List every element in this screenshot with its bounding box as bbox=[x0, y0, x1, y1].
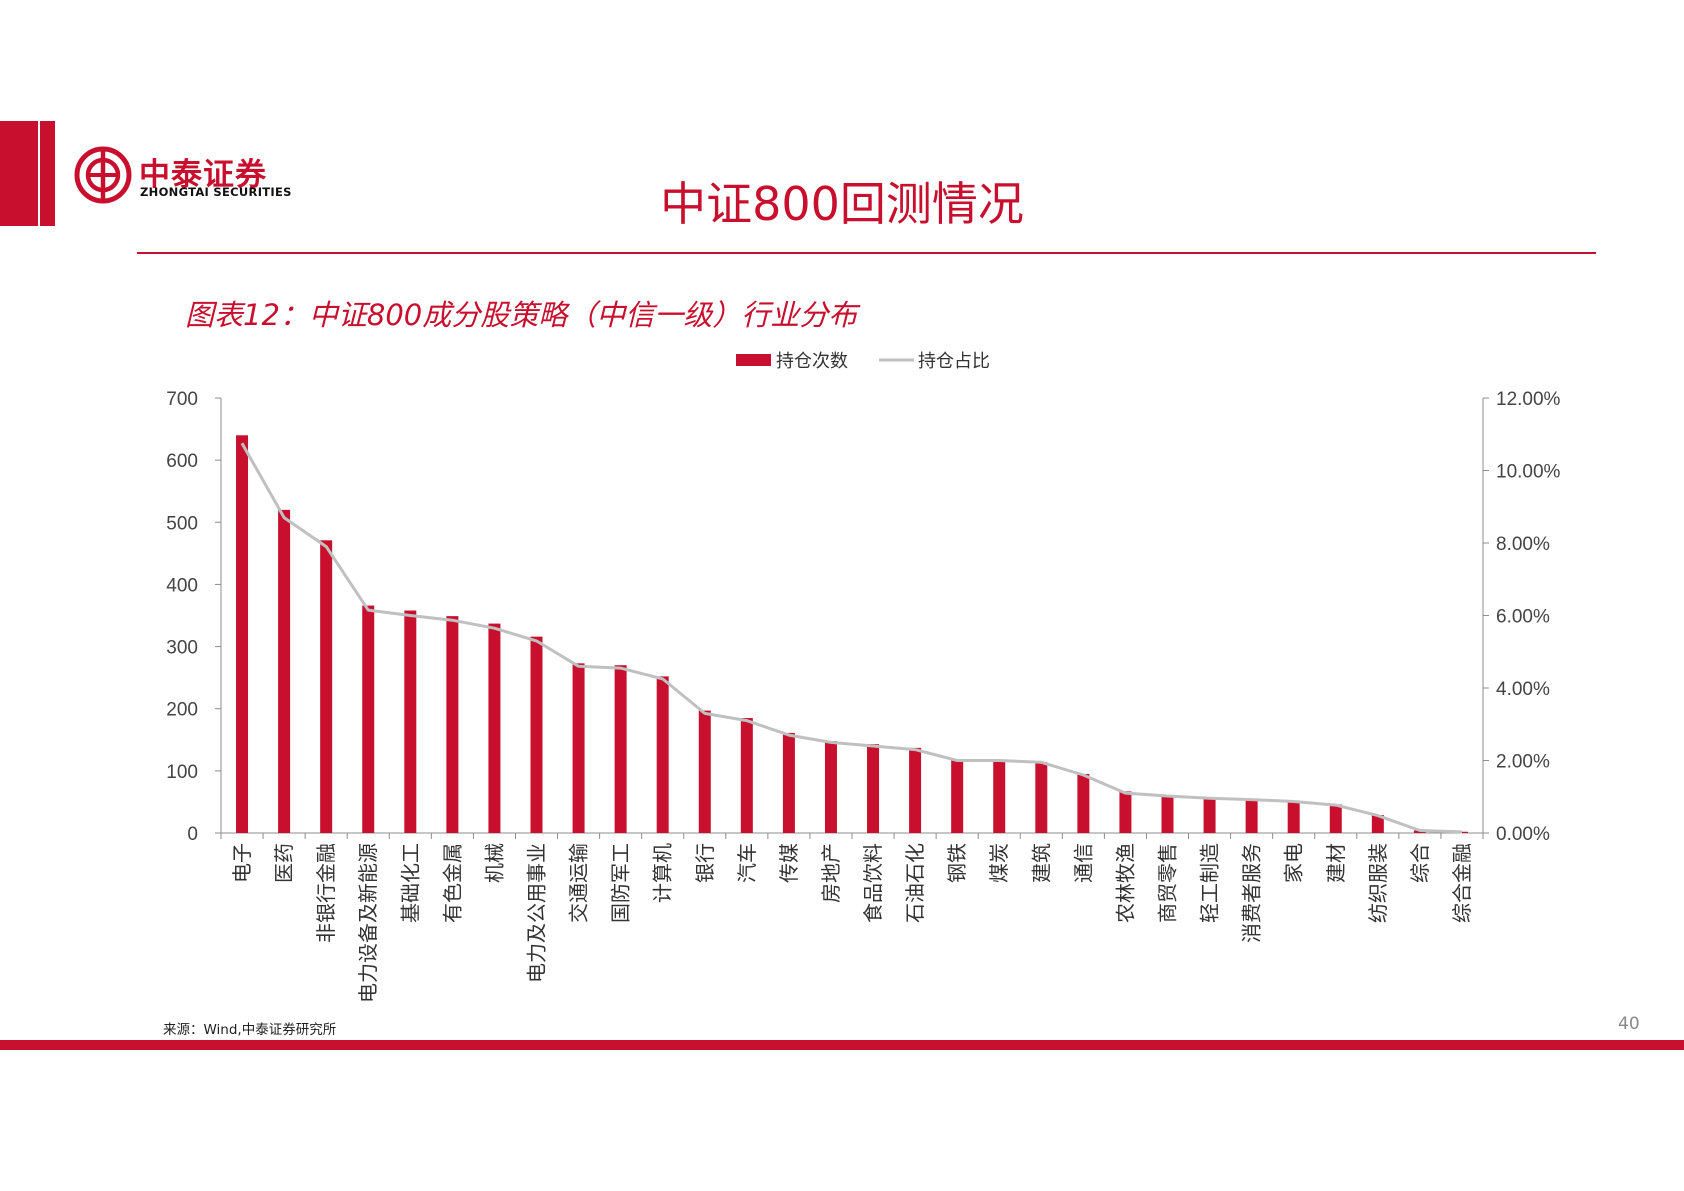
page-title: 中证800回测情况 bbox=[660, 177, 1024, 231]
category-label: 电力及公用事业 bbox=[525, 843, 549, 983]
category-label: 有色金属 bbox=[440, 843, 464, 923]
category-label: 综合金融 bbox=[1450, 843, 1474, 923]
category-label: 电子 bbox=[230, 843, 254, 883]
bar-轻工制造 bbox=[1203, 797, 1216, 833]
category-label: 非银行金融 bbox=[314, 843, 338, 943]
bar-机械 bbox=[488, 623, 501, 833]
bar-家电 bbox=[1287, 800, 1300, 833]
category-label: 消费者服务 bbox=[1240, 843, 1264, 943]
bar-基础化工 bbox=[404, 610, 417, 833]
right-axis-tick-label: 0.00% bbox=[1496, 824, 1550, 845]
footer-bar bbox=[0, 1040, 1684, 1050]
category-label: 钢铁 bbox=[945, 843, 969, 883]
category-label: 交通运输 bbox=[567, 843, 591, 923]
right-axis-tick-label: 2.00% bbox=[1496, 752, 1550, 773]
industry-distribution-chart: 0 100 200 300 400 500 600 700 0.00% 2.00% 4.00% 6.0… bbox=[166, 351, 1561, 1003]
category-label: 国防军工 bbox=[609, 843, 633, 923]
category-label: 石油石化 bbox=[903, 843, 927, 923]
bar-商贸零售 bbox=[1161, 795, 1174, 833]
logo-english-name: ZHONGTAI SECURITIES bbox=[140, 185, 292, 199]
bar-传媒 bbox=[782, 732, 795, 833]
left-axis-tick-label: 400 bbox=[166, 575, 198, 596]
bar-建筑 bbox=[1035, 762, 1048, 833]
right-axis-tick-label: 6.00% bbox=[1496, 607, 1550, 628]
company-logo: 中泰证券 ZHONGTAI SECURITIES bbox=[73, 145, 303, 205]
category-label: 银行 bbox=[693, 843, 717, 883]
bar-电子 bbox=[236, 435, 249, 833]
left-axis-tick-label: 200 bbox=[166, 700, 198, 721]
bar-钢铁 bbox=[951, 759, 964, 833]
bar-非银行金融 bbox=[320, 540, 333, 833]
category-label: 家电 bbox=[1282, 843, 1306, 883]
right-axis-tick-label: 12.00% bbox=[1496, 389, 1561, 410]
category-label: 机械 bbox=[482, 843, 506, 883]
bar-汽车 bbox=[740, 718, 753, 833]
legend-label-line: 持仓占比 bbox=[918, 351, 990, 372]
category-label: 房地产 bbox=[819, 843, 843, 903]
bar-农林牧渔 bbox=[1119, 791, 1132, 833]
category-label: 食品饮料 bbox=[861, 843, 885, 923]
header-accent-divider bbox=[38, 121, 40, 226]
title-divider bbox=[137, 252, 1596, 254]
bar-银行 bbox=[698, 710, 711, 833]
bar-通信 bbox=[1077, 773, 1090, 833]
figure-title: 图表12：中证800成分股策略（中信一级）行业分布 bbox=[185, 298, 858, 332]
bar-医药 bbox=[278, 509, 291, 833]
right-axis-tick-label: 10.00% bbox=[1496, 462, 1561, 483]
bar-建材 bbox=[1329, 804, 1342, 833]
bar-交通运输 bbox=[572, 663, 585, 833]
left-axis-tick-label: 0 bbox=[187, 824, 198, 845]
bar-食品饮料 bbox=[867, 744, 880, 833]
category-label: 基础化工 bbox=[398, 843, 422, 923]
source-note: 来源：Wind,中泰证券研究所 bbox=[163, 1022, 337, 1038]
bar-计算机 bbox=[656, 676, 669, 833]
bar-石油石化 bbox=[909, 747, 922, 833]
left-axis-tick-label: 300 bbox=[166, 638, 198, 659]
bar-电力及公用事业 bbox=[530, 636, 543, 833]
left-axis-tick-label: 600 bbox=[166, 451, 198, 472]
category-label: 建筑 bbox=[1029, 843, 1053, 883]
left-axis-tick-label: 500 bbox=[166, 513, 198, 534]
bar-房地产 bbox=[824, 741, 837, 833]
left-axis-tick-label: 700 bbox=[166, 389, 198, 410]
category-label: 纺织服装 bbox=[1366, 843, 1390, 923]
line-series-持仓占比 bbox=[240, 442, 1463, 834]
category-label: 汽车 bbox=[735, 843, 759, 883]
legend-swatch-bar bbox=[736, 354, 771, 366]
bar-有色金属 bbox=[446, 616, 459, 833]
category-label: 轻工制造 bbox=[1198, 843, 1222, 923]
logo-mark-icon bbox=[74, 146, 132, 204]
bar-电力设备及新能源 bbox=[362, 605, 375, 833]
logo-chinese-name: 中泰证券 bbox=[139, 157, 267, 193]
bar-消费者服务 bbox=[1245, 798, 1258, 833]
category-label: 通信 bbox=[1071, 843, 1095, 883]
category-label: 农林牧渔 bbox=[1113, 843, 1137, 923]
category-label: 综合 bbox=[1408, 843, 1432, 883]
header-accent-block bbox=[0, 121, 55, 226]
category-label: 传媒 bbox=[777, 843, 801, 883]
bar-煤炭 bbox=[993, 760, 1006, 833]
right-axis-tick-label: 8.00% bbox=[1496, 534, 1550, 555]
bar-纺织服装 bbox=[1371, 814, 1384, 833]
category-label: 电力设备及新能源 bbox=[356, 843, 380, 1003]
category-label: 煤炭 bbox=[987, 843, 1011, 883]
left-axis-tick-label: 100 bbox=[166, 762, 198, 783]
category-label: 商贸零售 bbox=[1156, 843, 1180, 923]
bar-国防军工 bbox=[614, 665, 627, 833]
category-label: 计算机 bbox=[651, 843, 675, 903]
page-number: 40 bbox=[1618, 1014, 1640, 1034]
category-label: 医药 bbox=[272, 843, 296, 883]
right-axis-tick-label: 4.00% bbox=[1496, 679, 1550, 700]
legend-label-bar: 持仓次数 bbox=[776, 351, 848, 372]
category-label: 建材 bbox=[1324, 843, 1348, 883]
